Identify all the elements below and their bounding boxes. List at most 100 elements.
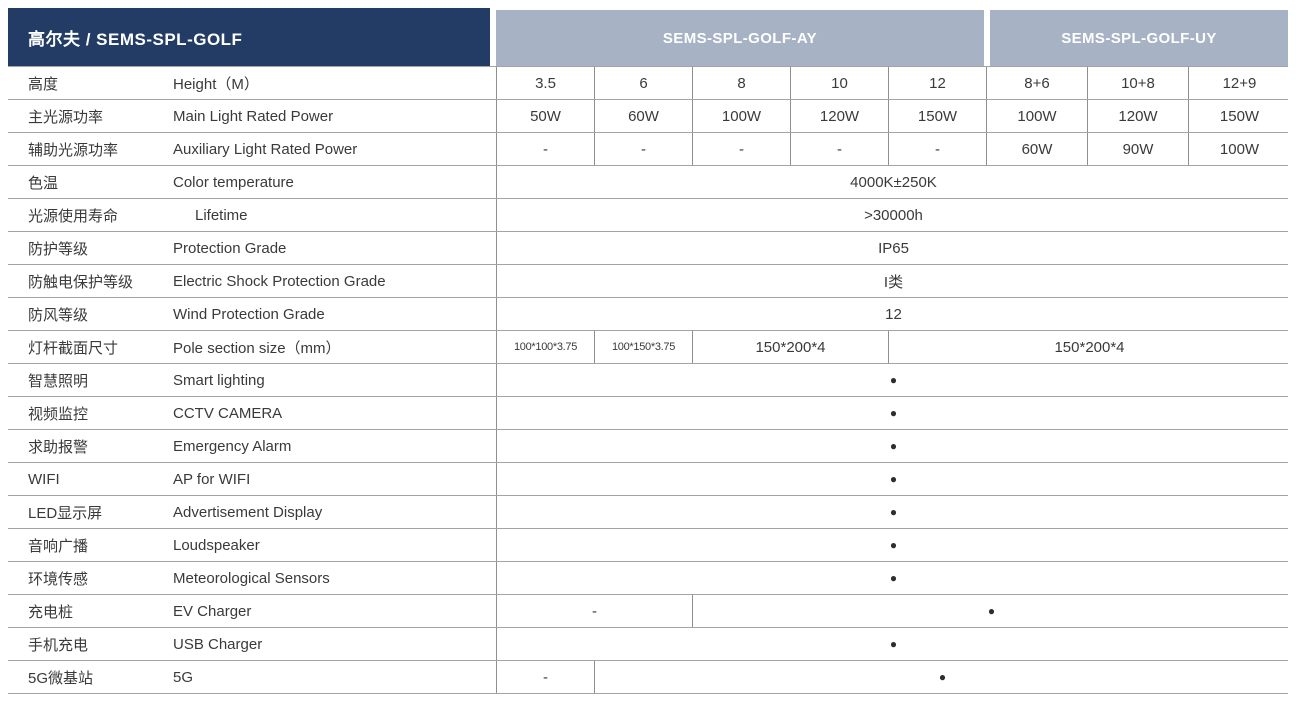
row-label-en: Pole section size（mm） <box>173 339 341 357</box>
spec-value: - <box>496 133 594 165</box>
feature-dot: ● <box>496 529 1290 561</box>
feature-dot: ● <box>594 661 1290 693</box>
row-label-zh: 高度 <box>28 75 59 93</box>
spec-value: 120W <box>1087 100 1188 132</box>
spec-value: - <box>888 133 986 165</box>
table-row: 5G微基站 5G - ● <box>8 661 1288 694</box>
spec-value: IP65 <box>496 232 1290 264</box>
row-label-en: Advertisement Display <box>173 503 323 521</box>
spec-value: 12+9 <box>1188 67 1290 99</box>
series-header-ay: SEMS-SPL-GOLF-AY <box>496 10 984 66</box>
header-divider <box>490 8 496 66</box>
row-label-zh: 求助报警 <box>28 438 89 456</box>
row-label-en: Height（M） <box>173 75 259 93</box>
spec-value: 4000K±250K <box>496 166 1290 198</box>
table-row: 辅助光源功率 Auxiliary Light Rated Power - - - - -60… <box>8 133 1288 166</box>
row-label-zh: 主光源功率 <box>28 108 104 126</box>
table-row: 手机充电 USB Charger ● <box>8 628 1288 661</box>
table-row: 色温 Color temperature 4000K±250K <box>8 166 1288 199</box>
row-label-zh: 灯杆截面尺寸 <box>28 339 119 357</box>
spec-value: - <box>496 661 594 693</box>
table-row: 灯杆截面尺寸 Pole section size（mm） 100*100*3.75 1… <box>8 331 1288 364</box>
row-label-zh: 5G微基站 <box>28 669 94 687</box>
table-row: 高度 Height（M） 3.5 6 8 10 12 8+6 10+8 12+9 <box>8 67 1288 100</box>
row-label-zh: 辅助光源功率 <box>28 141 119 159</box>
table-row: 主光源功率 Main Light Rated Power 50W 60W 100W 120… <box>8 100 1288 133</box>
row-label-zh: 环境传感 <box>28 570 89 588</box>
row-label-en: Protection Grade <box>173 239 287 257</box>
spec-value: >30000h <box>496 199 1290 231</box>
spec-rows: 高度 Height（M） 3.5 6 8 10 12 8+6 10+8 12+9 主光源功率 Main… <box>8 66 1288 694</box>
spec-value: 12 <box>496 298 1290 330</box>
spec-sheet: 高尔夫 / SEMS-SPL-GOLF SEMS-SPL-GOLF-AY SEM… <box>8 8 1288 694</box>
row-label-en: Loudspeaker <box>173 536 260 554</box>
table-row: 充电桩 EV Charger - ● <box>8 595 1288 628</box>
spec-value: 100W <box>692 100 790 132</box>
row-label-zh: 防触电保护等级 <box>28 273 134 291</box>
row-label-en: Color temperature <box>173 173 294 191</box>
spec-value: 8 <box>692 67 790 99</box>
table-row: 环境传感 Meteorological Sensors ● <box>8 562 1288 595</box>
feature-dot: ● <box>496 496 1290 528</box>
table-row: 光源使用寿命 Lifetime >30000h <box>8 199 1288 232</box>
row-label-en: USB Charger <box>173 635 263 653</box>
spec-value: 6 <box>594 67 692 99</box>
row-label-zh: 智慧照明 <box>28 372 89 390</box>
feature-dot: ● <box>496 463 1290 495</box>
spec-value: 10 <box>790 67 888 99</box>
spec-value: 10+8 <box>1087 67 1188 99</box>
table-row: 求助报警 Emergency Alarm ● <box>8 430 1288 463</box>
feature-dot: ● <box>692 595 1290 627</box>
spec-value: 8+6 <box>986 67 1087 99</box>
row-label-en: Wind Protection Grade <box>173 305 325 323</box>
row-label-en: EV Charger <box>173 602 252 620</box>
spec-value: 100*150*3.75 <box>594 331 692 363</box>
table-row: 音响广播 Loudspeaker ● <box>8 529 1288 562</box>
spec-value: 90W <box>1087 133 1188 165</box>
feature-dot: ● <box>496 562 1290 594</box>
spec-value: 60W <box>594 100 692 132</box>
row-label-zh: 防护等级 <box>28 240 89 258</box>
row-label-zh: LED显示屏 <box>28 504 103 522</box>
row-label-en: Main Light Rated Power <box>173 107 334 125</box>
spec-value: 60W <box>986 133 1087 165</box>
spec-value: - <box>790 133 888 165</box>
spec-value: 150W <box>1188 100 1290 132</box>
table-row: 智慧照明 Smart lighting ● <box>8 364 1288 397</box>
row-label-zh: 充电桩 <box>28 603 74 621</box>
feature-dot: ● <box>496 628 1290 660</box>
spec-value: 3.5 <box>496 67 594 99</box>
table-row: 视频监控 CCTV CAMERA ● <box>8 397 1288 430</box>
spec-value: 100*100*3.75 <box>496 331 594 363</box>
row-label-en: AP for WIFI <box>173 470 251 488</box>
table-row: 防护等级 Protection Grade IP65 <box>8 232 1288 265</box>
feature-dot: ● <box>496 430 1290 462</box>
spec-value: - <box>692 133 790 165</box>
spec-value: 150W <box>888 100 986 132</box>
table-header: 高尔夫 / SEMS-SPL-GOLF SEMS-SPL-GOLF-AY SEM… <box>8 8 1288 66</box>
row-label-zh: 音响广播 <box>28 537 89 555</box>
table-row: WIFI AP for WIFI ● <box>8 463 1288 496</box>
row-label-zh: 视频监控 <box>28 405 89 423</box>
row-label-en: Electric Shock Protection Grade <box>173 272 386 290</box>
product-title: 高尔夫 / SEMS-SPL-GOLF <box>8 8 490 66</box>
feature-dot: ● <box>496 364 1290 396</box>
row-label-zh: 光源使用寿命 <box>28 207 119 225</box>
spec-value: 12 <box>888 67 986 99</box>
row-label-en: Meteorological Sensors <box>173 569 330 587</box>
row-label-zh: WIFI <box>28 470 60 488</box>
table-row: LED显示屏 Advertisement Display ● <box>8 496 1288 529</box>
row-label-zh: 防风等级 <box>28 306 89 324</box>
spec-value: - <box>594 133 692 165</box>
row-label-en: Lifetime <box>195 206 248 224</box>
header-divider <box>984 8 990 66</box>
row-label-en: CCTV CAMERA <box>173 404 283 422</box>
row-label-en: Auxiliary Light Rated Power <box>173 140 358 158</box>
spec-value: 150*200*4 <box>888 331 1290 363</box>
feature-dot: ● <box>496 397 1290 429</box>
spec-value: 100W <box>1188 133 1290 165</box>
spec-value: 100W <box>986 100 1087 132</box>
row-label-en: Emergency Alarm <box>173 437 292 455</box>
row-label-zh: 色温 <box>28 174 59 192</box>
spec-value: I类 <box>496 265 1290 297</box>
